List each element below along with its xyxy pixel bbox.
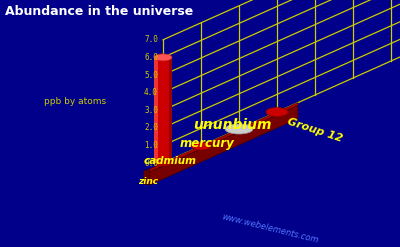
Polygon shape [154, 57, 158, 163]
Text: 2.0: 2.0 [144, 123, 158, 132]
Text: cadmium: cadmium [143, 156, 196, 166]
Text: ppb by atoms: ppb by atoms [44, 97, 106, 106]
Ellipse shape [191, 142, 211, 150]
Polygon shape [169, 57, 172, 163]
Polygon shape [144, 169, 150, 185]
Polygon shape [267, 109, 287, 112]
Text: 4.0: 4.0 [144, 88, 158, 97]
Ellipse shape [154, 160, 172, 166]
Text: 1.0: 1.0 [144, 141, 158, 150]
Text: ununbium: ununbium [194, 118, 272, 132]
Text: www.webelements.com: www.webelements.com [221, 213, 319, 245]
Polygon shape [150, 106, 298, 185]
Text: mercury: mercury [179, 137, 234, 150]
Text: Abundance in the universe: Abundance in the universe [5, 5, 193, 18]
Ellipse shape [266, 107, 288, 117]
Text: 7.0: 7.0 [144, 35, 158, 44]
Polygon shape [192, 143, 210, 146]
Polygon shape [154, 57, 172, 163]
Ellipse shape [225, 124, 253, 134]
Text: Group 12: Group 12 [286, 117, 344, 144]
Text: zinc: zinc [138, 177, 158, 186]
Text: 3.0: 3.0 [144, 106, 158, 115]
Text: 5.0: 5.0 [144, 70, 158, 80]
Ellipse shape [154, 54, 172, 61]
Text: 0.0: 0.0 [144, 159, 158, 167]
Text: 6.0: 6.0 [144, 53, 158, 62]
Polygon shape [150, 103, 298, 172]
